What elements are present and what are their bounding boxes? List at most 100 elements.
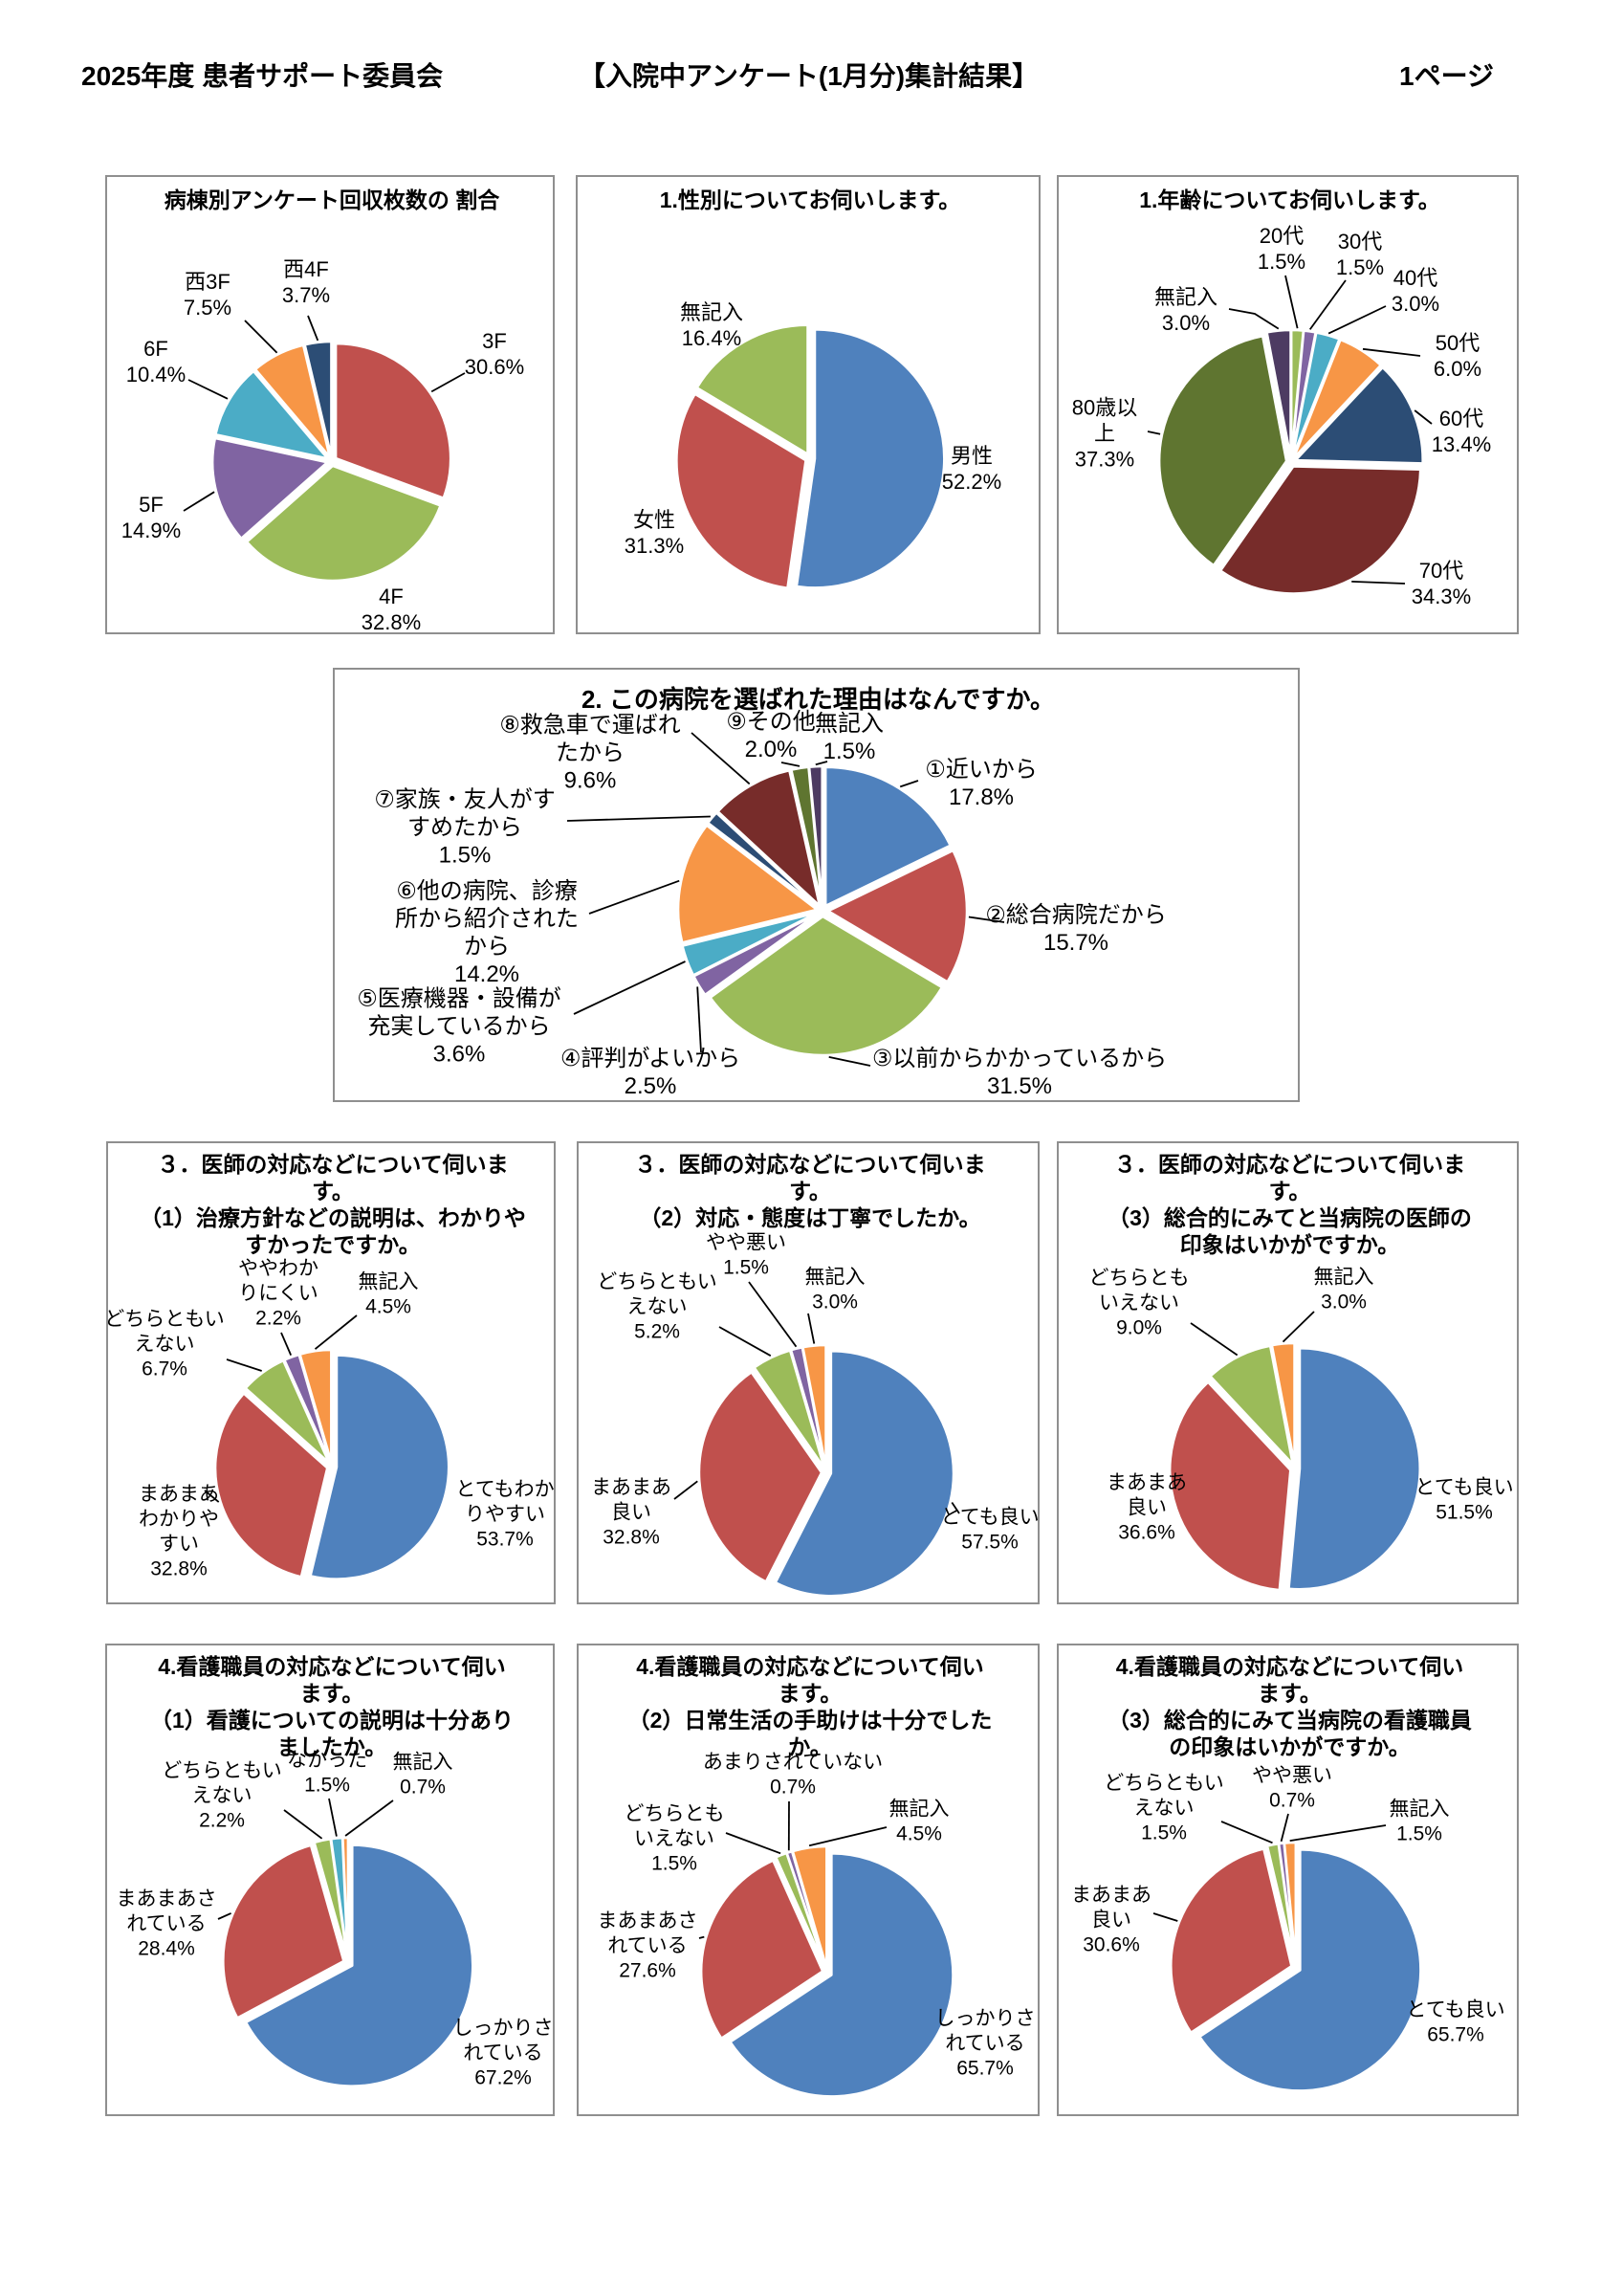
slice-label-⑨その他: ⑨その他 2.0% bbox=[726, 709, 816, 762]
leader-line bbox=[807, 1313, 816, 1344]
pie-slice-しっかりされている bbox=[244, 1843, 474, 2087]
slice-label-無記入: 無記入 4.5% bbox=[889, 1798, 950, 1844]
pie-slice-無記入 bbox=[1270, 1341, 1296, 1466]
leader-line bbox=[1282, 1311, 1315, 1343]
chart-nurse-explanation: 4.看護職員の対応などについて伺い ます。 （1）看護についての説明は十分あり ました… bbox=[105, 1644, 555, 2116]
leader-line bbox=[1152, 1912, 1178, 1922]
pie-slice-まあまあ良い bbox=[1169, 1380, 1292, 1592]
leader-line bbox=[588, 879, 680, 915]
slice-label-20代: 20代 1.5% bbox=[1258, 224, 1305, 274]
slice-label-しっかりされている: しっかりされている 67.2% bbox=[453, 2017, 554, 2088]
report-committee-title: 2025年度 患者サポート委員会 bbox=[81, 61, 444, 91]
slice-label-とても良い: とても良い 51.5% bbox=[1415, 1476, 1513, 1523]
pie-slice-男性 bbox=[795, 328, 946, 589]
slice-label-無記入: 無記入 3.0% bbox=[805, 1266, 866, 1313]
slice-label-4F: 4F 32.8% bbox=[362, 585, 421, 634]
chart-gender: 1.性別についてお伺いします。 男性 52.2% 女性 31.3% 無記入 16.4% bbox=[576, 175, 1041, 634]
leader-line bbox=[280, 1332, 293, 1356]
slice-label-無記入: 無記入 1.5% bbox=[815, 711, 884, 764]
slice-label-まあまあ良い: まあまあ良い 30.6% bbox=[1071, 1884, 1151, 1955]
chart-title-line: 病棟別アンケート回収枚数の 割合 bbox=[164, 188, 500, 212]
leader-line bbox=[183, 491, 215, 512]
chart-title-line: ます。 bbox=[300, 1681, 364, 1706]
pie-slice-無記入 bbox=[791, 1844, 828, 1970]
pie-slice-まあまあ良い bbox=[697, 1371, 823, 1583]
chart-title-line: ます。 bbox=[1258, 1681, 1322, 1706]
report-main-title: 【入院中アンケート(1月分)集計結果】 bbox=[579, 61, 1040, 91]
slice-label-どちらともいえない: どちらともいえない 9.0% bbox=[1089, 1267, 1190, 1338]
pie-slice-3F bbox=[334, 342, 452, 499]
pie-slice-とてもわかりやすい bbox=[309, 1354, 450, 1580]
slice-label-どちらともいえない: どちらともいえない 1.5% bbox=[625, 1802, 725, 1874]
slice-label-①近いから: ①近いから 17.8% bbox=[925, 757, 1038, 810]
slice-label-あまりされていない: あまりされていない 0.7% bbox=[703, 1751, 883, 1798]
chart-doctor-attitude: ３．医師の対応などについて伺いま す。 （2）対応・態度は丁寧でしたか。 とても良い 5… bbox=[577, 1141, 1040, 1604]
chart-nurse-daily-help: 4.看護職員の対応などについて伺い ます。 （2）日常生活の手助けは十分でした か。し… bbox=[577, 1644, 1040, 2116]
pie-slice-女性 bbox=[675, 392, 807, 590]
chart-title-line: の印象はいかがですか。 bbox=[1169, 1734, 1411, 1759]
pie-slice-しっかりされている bbox=[729, 1852, 954, 2098]
pie-slice-6F bbox=[214, 369, 329, 460]
slice-label-とてもわかりやすい: とてもわかりやすい 53.7% bbox=[455, 1478, 554, 1550]
leader-line bbox=[573, 960, 686, 1015]
slice-label-女性: 女性 31.3% bbox=[625, 508, 684, 558]
slice-label-③以前からかかっているから: ③以前からかかっているから 31.5% bbox=[872, 1046, 1167, 1099]
slice-label-無記入: 無記入 16.4% bbox=[680, 300, 743, 350]
chart-reason: 2. この病院を選ばれた理由はなんですか。 ①近いから 17.8% ②総合病院だから 1… bbox=[333, 668, 1300, 1102]
pie-slice-どちらともいえない bbox=[244, 1358, 331, 1465]
chart-title-line: ３．医師の対応などについて伺いま bbox=[1114, 1152, 1465, 1177]
chart-nurse-overall: 4.看護職員の対応などについて伺い ます。 （3）総合的にみて当病院の看護職員 の印象… bbox=[1057, 1644, 1519, 2116]
chart-title-line: （3）総合的にみて当病院の看護職員 bbox=[1108, 1708, 1472, 1733]
pie-slice-4F bbox=[245, 464, 442, 583]
pie-slice-無記入 bbox=[695, 323, 809, 455]
slice-label-しっかりされている: しっかりされている 65.7% bbox=[935, 2007, 1036, 2079]
pie-slice-⑤医療機器・設備が充実しているから bbox=[681, 911, 819, 977]
slice-label-無記入: 無記入 4.5% bbox=[359, 1270, 419, 1317]
leader-line bbox=[1308, 279, 1347, 330]
pie-slice-無記入 bbox=[298, 1348, 333, 1464]
slice-label-無記入: 無記入 3.0% bbox=[1154, 285, 1217, 335]
pie-slice-まあまあわかりやすい bbox=[213, 1392, 329, 1578]
leader-line bbox=[691, 732, 751, 785]
pie-slice-無記入 bbox=[807, 764, 823, 907]
chart-title-line: 1.性別についてお伺いします。 bbox=[660, 188, 961, 212]
slice-label-⑤医療機器・設備が充実しているから: ⑤医療機器・設備が充実しているから 3.6% bbox=[357, 985, 561, 1067]
leader-line bbox=[187, 379, 229, 400]
slice-label-まあまあ良い: まあまあ良い 36.6% bbox=[1107, 1471, 1187, 1543]
chart-title-line: （2）対応・態度は丁寧でしたか。 bbox=[639, 1205, 980, 1230]
pie-slice-50代 bbox=[1292, 338, 1382, 460]
leader-line bbox=[1414, 409, 1433, 425]
leader-line bbox=[1289, 1824, 1387, 1842]
leader-line bbox=[808, 1826, 888, 1847]
pie-slice-西3F bbox=[253, 343, 331, 458]
leader-line bbox=[815, 761, 828, 766]
leader-line bbox=[1280, 1813, 1289, 1843]
slice-label-無記入: 無記入 0.7% bbox=[393, 1751, 453, 1798]
pie-slice-まあまあされている bbox=[222, 1843, 345, 2020]
pie-slice-②総合病院だから bbox=[826, 849, 969, 983]
pie-slice-とても良い bbox=[774, 1349, 955, 1598]
pie-slice-無記入 bbox=[1283, 1841, 1298, 1965]
chart-age: 1.年齢についてお伺いします。 20代 1.5% 30代 1.5% 40代 3.0% 50代 6… bbox=[1057, 175, 1519, 634]
slice-label-まあまあされている: まあまあされている 28.4% bbox=[117, 1888, 217, 1959]
leader-line bbox=[673, 1480, 698, 1500]
chart-title-line: ３．医師の対応などについて伺いま bbox=[157, 1152, 508, 1177]
leader-line bbox=[698, 1935, 705, 1939]
chart-doctor-explanation: ３．医師の対応などについて伺いま す。 （1）治療方針などの説明は、わかりや すかった… bbox=[104, 1141, 556, 1604]
chart-title-line: （1）治療方針などの説明は、わかりや bbox=[140, 1205, 526, 1230]
slice-label-60代: 60代 13.4% bbox=[1432, 407, 1491, 456]
leader-line bbox=[1362, 347, 1421, 357]
chart-title-line: 2. この病院を選ばれた理由はなんですか。 bbox=[581, 685, 1055, 714]
chart-title-line: 4.看護職員の対応などについて伺い bbox=[1116, 1654, 1464, 1679]
leader-line bbox=[1190, 1322, 1239, 1357]
slice-label-まあまあ良い: まあまあ良い 32.8% bbox=[591, 1476, 671, 1548]
pie-slice-③以前からかかっているから bbox=[709, 915, 944, 1057]
leader-line bbox=[226, 1358, 262, 1372]
slice-label-50代: 50代 6.0% bbox=[1434, 331, 1481, 381]
leader-line bbox=[217, 1912, 231, 1920]
leader-line bbox=[780, 762, 801, 767]
slice-label-どちらともいえない: どちらともいえない 2.2% bbox=[162, 1759, 282, 1831]
leader-line bbox=[1284, 275, 1299, 329]
chart-title-line: 4.看護職員の対応などについて伺い bbox=[636, 1654, 984, 1679]
chart-title-line: （1）看護についての説明は十分あり bbox=[150, 1708, 514, 1733]
